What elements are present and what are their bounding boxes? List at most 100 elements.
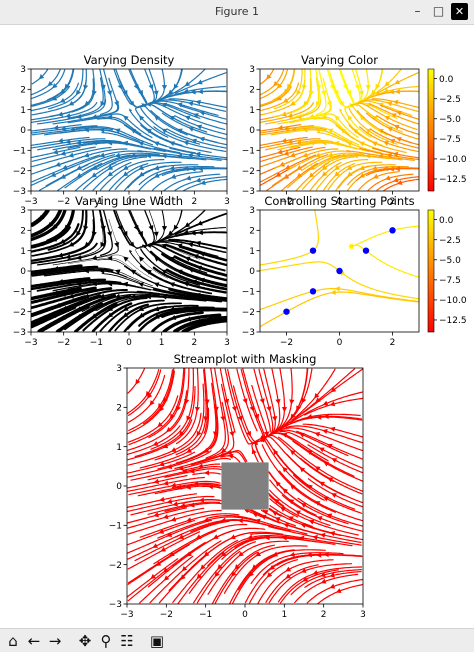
minimize-icon[interactable]: – xyxy=(414,4,421,18)
streamline-arrow xyxy=(283,97,289,103)
streamline-arrow xyxy=(372,115,378,121)
streamline-arrow xyxy=(275,398,281,405)
streamline-arrow xyxy=(213,406,219,413)
y-tick-label: 0 xyxy=(20,267,26,277)
streamline-arrow xyxy=(329,426,336,432)
streamline-arrow xyxy=(91,165,98,170)
start-point xyxy=(362,247,370,254)
streamline-arrow xyxy=(179,430,185,437)
streamline-arrow xyxy=(170,173,177,179)
streamline xyxy=(182,178,227,191)
y-tick-label: −2 xyxy=(109,561,122,571)
streamline-arrow xyxy=(396,136,402,142)
streamline-arrow xyxy=(287,112,293,119)
streamline-arrow xyxy=(284,164,291,170)
streamline-arrow xyxy=(224,398,230,405)
streamline-arrow xyxy=(314,127,321,133)
streamline-arrow xyxy=(229,431,235,437)
configure-subplots-icon[interactable]: ☷ xyxy=(120,631,134,650)
home-icon[interactable]: ⌂ xyxy=(8,631,18,650)
streamline-arrow xyxy=(50,172,57,177)
x-tick-label: −3 xyxy=(24,197,37,207)
y-tick-label: 0 xyxy=(249,126,255,136)
streamline-arrow xyxy=(289,152,296,158)
x-tick-label: −2 xyxy=(57,197,70,207)
streamline-arrow xyxy=(138,141,144,147)
streamline-arrow xyxy=(221,447,227,454)
streamline-arrow xyxy=(161,226,168,232)
streamline-arrow xyxy=(122,281,129,287)
streamline-arrow xyxy=(281,137,287,144)
streamline-arrow xyxy=(288,516,294,522)
window-titlebar: Figure 1 – □ ✕ xyxy=(0,0,474,25)
streamline-arrow xyxy=(122,171,129,177)
subplot-4: −2 0 2 −3 −2 −1 0 1 2 3 Controlling Starting Point… xyxy=(242,194,467,348)
streamline-arrow xyxy=(197,79,203,85)
streamline xyxy=(168,98,227,108)
streamline-arrow xyxy=(191,138,197,144)
streamline-arrow xyxy=(173,83,179,90)
x-tick-label: 1 xyxy=(281,610,287,620)
y-tick-label: −3 xyxy=(242,187,255,197)
streamline-arrow xyxy=(383,140,389,146)
streamline-arrow xyxy=(122,312,129,318)
streamline-arrow xyxy=(289,551,295,558)
streamline-arrow xyxy=(285,573,292,579)
x-tick-label: 1 xyxy=(159,338,165,348)
subplot-title: Varying Density xyxy=(84,53,175,67)
streamline-arrow xyxy=(153,478,160,485)
streamline-arrow xyxy=(283,150,289,156)
streamline-arrow xyxy=(184,399,190,405)
zoom-icon[interactable]: ⚲ xyxy=(100,631,112,650)
streamline-arrow xyxy=(302,152,309,158)
streamline-arrow xyxy=(255,551,262,557)
streamline-arrow xyxy=(189,468,195,474)
pan-icon[interactable]: ✥ xyxy=(78,631,92,650)
maximize-icon[interactable]: □ xyxy=(432,4,445,18)
save-icon[interactable]: ▣ xyxy=(149,631,165,650)
start-point xyxy=(309,288,317,295)
x-tick-label: −2 xyxy=(160,610,173,620)
streamline-arrow xyxy=(312,570,319,576)
streamline-arrow xyxy=(100,225,106,232)
back-arrow-icon[interactable]: ← xyxy=(27,631,41,650)
streamline-arrow xyxy=(234,564,240,570)
streamline-arrow xyxy=(365,85,371,91)
streamline-arrow xyxy=(331,458,338,463)
subplot-2: −2 0 2 −3 −2 −1 0 1 2 3 Varying Color 0.0 −2.5 −5.0 −7… xyxy=(242,53,467,207)
streamline-arrow xyxy=(159,461,165,467)
streamline-arrow xyxy=(326,513,333,519)
streamline-arrow xyxy=(330,387,337,393)
x-tick-label: 2 xyxy=(390,338,396,348)
streamline-arrow xyxy=(169,551,175,557)
streamline-arrow xyxy=(163,397,169,404)
streamline-arrow xyxy=(122,306,129,311)
streamline xyxy=(260,291,419,328)
streamline-arrow xyxy=(302,576,309,582)
streamline-arrow xyxy=(65,139,71,145)
start-point xyxy=(336,267,343,275)
streamline-arrow xyxy=(196,124,203,130)
y-tick-label: 3 xyxy=(116,364,122,374)
streamline-arrow xyxy=(281,407,288,413)
streamline-arrow xyxy=(135,379,141,385)
streamline-arrow xyxy=(169,413,175,420)
streamline-arrow xyxy=(312,534,318,541)
forward-arrow-icon[interactable]: → xyxy=(48,631,62,650)
streamline-arrow xyxy=(150,573,156,580)
streamline-arrow xyxy=(193,254,199,259)
streamline-arrow xyxy=(303,100,309,107)
streamline-arrow xyxy=(183,140,189,146)
x-tick-label: 2 xyxy=(390,197,396,207)
streamline-arrow xyxy=(391,113,397,119)
streamline-arrow xyxy=(161,269,168,275)
streamline-arrow xyxy=(123,256,129,262)
streamline-arrow xyxy=(188,126,195,132)
y-tick-label: 2 xyxy=(20,227,26,237)
close-icon[interactable]: ✕ xyxy=(451,3,468,20)
streamline-arrow xyxy=(230,534,236,540)
streamline-arrow xyxy=(238,551,244,557)
streamline xyxy=(260,210,319,266)
streamline-arrow xyxy=(322,400,329,406)
